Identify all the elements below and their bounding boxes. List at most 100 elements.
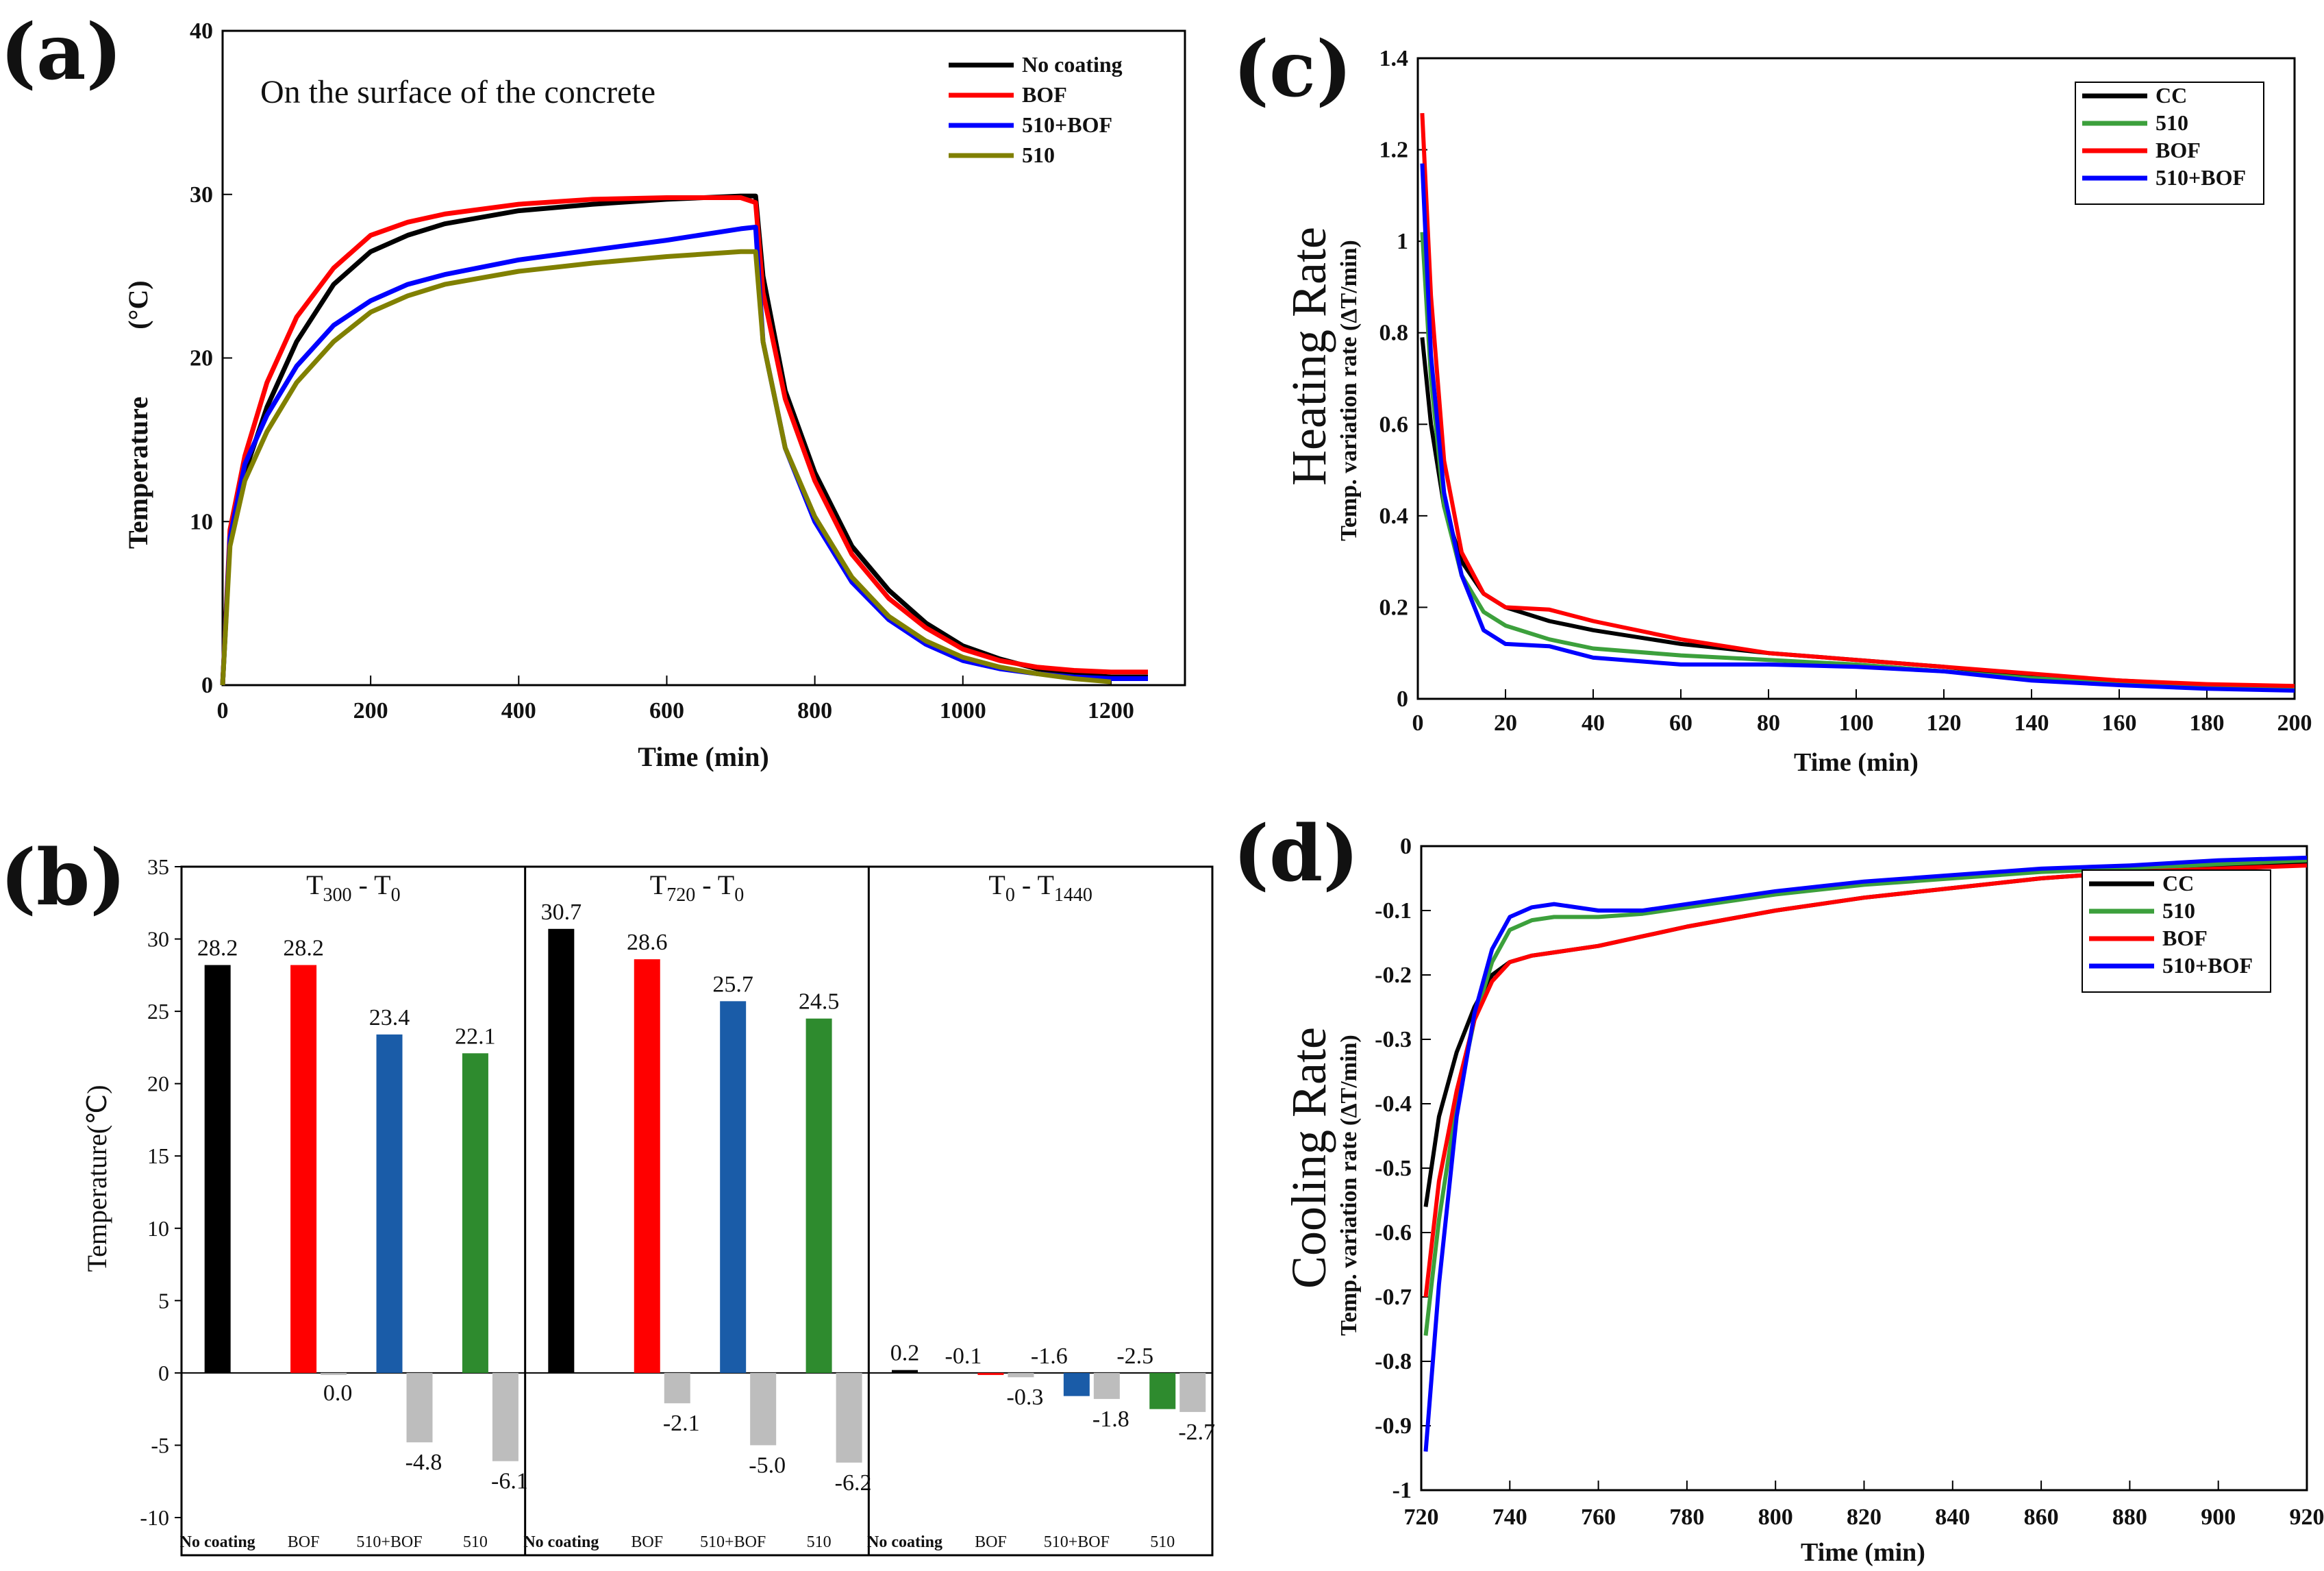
diff-bar-510 xyxy=(492,1372,518,1461)
y-axis-label-c: Temp. variation rate (ΔT/min) xyxy=(1336,240,1362,541)
legend-label-bof: BOF xyxy=(2162,926,2208,950)
x-tick-label: 780 xyxy=(1669,1505,1704,1530)
cooling-rate-title: Cooling Rate xyxy=(1282,1027,1336,1289)
y-tick-label: -0.2 xyxy=(1375,963,1412,988)
group-title-sub1: 0 xyxy=(1005,885,1015,906)
y-tick-label: 25 xyxy=(147,999,169,1024)
diff-bar-bof xyxy=(1008,1372,1034,1378)
y-tick-label: -0.9 xyxy=(1375,1413,1412,1439)
legend-label-510-bof: 510+BOF xyxy=(2162,953,2253,978)
bar-510-bof xyxy=(1063,1372,1090,1396)
bar-bof xyxy=(290,965,317,1373)
diff-label: -2.7 xyxy=(1178,1420,1215,1445)
x-tick-label: 100 xyxy=(1839,710,1874,736)
y-axis-label-d: Temp. variation rate (ΔT/min) xyxy=(1336,1035,1362,1335)
bar-510 xyxy=(1149,1372,1176,1409)
y-tick-label: -0.3 xyxy=(1375,1027,1412,1052)
value-label: 22.1 xyxy=(455,1024,496,1049)
diff-bar-510 xyxy=(836,1372,862,1463)
x-tick-label: 740 xyxy=(1492,1505,1527,1530)
y-tick-label: 0 xyxy=(1400,834,1412,859)
category-label: 510+BOF xyxy=(356,1533,422,1551)
y-tick-label: 20 xyxy=(147,1072,169,1096)
y-tick-label: 0.4 xyxy=(1379,504,1409,529)
x-tick-label: 820 xyxy=(1847,1505,1882,1530)
x-tick-label: 880 xyxy=(2112,1505,2147,1530)
series-line-no-coating xyxy=(220,193,1148,686)
diff-bar-510-bof xyxy=(406,1372,433,1443)
x-tick-label: 860 xyxy=(2024,1505,2059,1530)
diff-label: -6.2 xyxy=(835,1470,872,1496)
group-title-sub1: 720 xyxy=(666,885,695,906)
legend-label-bof: BOF xyxy=(2156,138,2201,162)
heating-rate-title: Heating Rate xyxy=(1282,227,1336,486)
diff-label: -5.0 xyxy=(749,1452,786,1478)
diff-bar-510 xyxy=(1179,1372,1206,1412)
legend-label-bof: BOF xyxy=(1022,82,1067,107)
series-line-cc xyxy=(1420,337,2295,690)
x-tick-label: 400 xyxy=(501,698,536,723)
bar-bof xyxy=(634,959,660,1373)
x-tick-label: 120 xyxy=(1927,710,1962,736)
x-tick-label: 180 xyxy=(2190,710,2225,736)
bar-510 xyxy=(462,1053,488,1373)
x-tick-label: 1200 xyxy=(1088,698,1134,723)
y-tick-label: -0.4 xyxy=(1375,1091,1412,1117)
group-title-sub1: 300 xyxy=(323,885,352,906)
x-axis-label-d: Time (min) xyxy=(1801,1538,1925,1567)
y-tick-label: 0.6 xyxy=(1379,412,1409,437)
diff-label: -1.8 xyxy=(1092,1407,1129,1432)
y-tick-label: 1.4 xyxy=(1379,46,1409,71)
annotation-surface: On the surface of the concrete xyxy=(260,74,655,110)
x-tick-label: 0 xyxy=(1412,710,1424,736)
chart-c: 0 20 40 60 80 100 120 140 160 180 200 0 0.2 0.4 0.6 0.8… xyxy=(1282,46,2312,777)
panel-label-c: (c) xyxy=(1233,25,1352,114)
diff-label: -6.1 xyxy=(491,1469,528,1494)
legend-label-510: 510 xyxy=(2156,110,2188,135)
x-tick-label: 200 xyxy=(353,698,388,723)
group-title: T720 - T0 xyxy=(650,869,744,906)
x-tick-label: 720 xyxy=(1404,1505,1439,1530)
x-tick-label: 840 xyxy=(1935,1505,1970,1530)
y-axis-label-a: Temperature xyxy=(123,397,153,549)
bar-no-coating xyxy=(204,965,231,1373)
group-title-sub2: 0 xyxy=(391,885,401,906)
plot-frame-b xyxy=(180,865,1214,1557)
y-tick-label: 5 xyxy=(158,1288,169,1313)
legend-box xyxy=(2082,869,2271,993)
y-tick-label: 1 xyxy=(1397,229,1408,254)
x-tick-label: 1000 xyxy=(940,698,986,723)
diff-bar-510-bof xyxy=(750,1372,777,1446)
y-tick-label: 10 xyxy=(147,1216,169,1241)
bar-510-bof xyxy=(720,1001,747,1373)
x-tick-label: 0 xyxy=(217,698,229,723)
group-title-mid: - T xyxy=(695,869,734,900)
x-tick-label: 900 xyxy=(2201,1505,2236,1530)
value-label: 28.6 xyxy=(627,930,668,955)
bar-bof xyxy=(977,1372,1004,1375)
y-tick-label: 15 xyxy=(147,1143,169,1168)
value-label: -0.1 xyxy=(945,1344,982,1369)
panel-label-a: (a) xyxy=(0,8,123,97)
legend-box xyxy=(2075,82,2264,205)
series-line-510-bof xyxy=(1423,855,2308,1452)
y-axis-label-b: Temperature(℃) xyxy=(82,1085,112,1272)
y-tick-label: 40 xyxy=(190,18,213,44)
diff-label: -4.8 xyxy=(405,1450,442,1475)
bar-no-coating xyxy=(548,928,575,1373)
y-tick-label: -0.1 xyxy=(1375,898,1412,924)
category-label: BOF xyxy=(631,1533,663,1551)
series-line-510-bof xyxy=(220,225,1148,686)
x-tick-label: 160 xyxy=(2102,710,2137,736)
x-tick-label: 920 xyxy=(2290,1505,2324,1530)
x-tick-label: 760 xyxy=(1581,1505,1616,1530)
bar-510-bof xyxy=(376,1034,403,1373)
legend-label-510-bof: 510+BOF xyxy=(2156,165,2246,190)
value-label: 24.5 xyxy=(799,989,840,1015)
y-tick-label: -10 xyxy=(140,1505,169,1530)
legend-label-510-bof: 510+BOF xyxy=(1022,112,1112,137)
y-tick-label: 1.2 xyxy=(1379,138,1409,163)
diff-bar-bof xyxy=(321,1372,347,1375)
y-tick-label: -0.7 xyxy=(1375,1285,1412,1310)
